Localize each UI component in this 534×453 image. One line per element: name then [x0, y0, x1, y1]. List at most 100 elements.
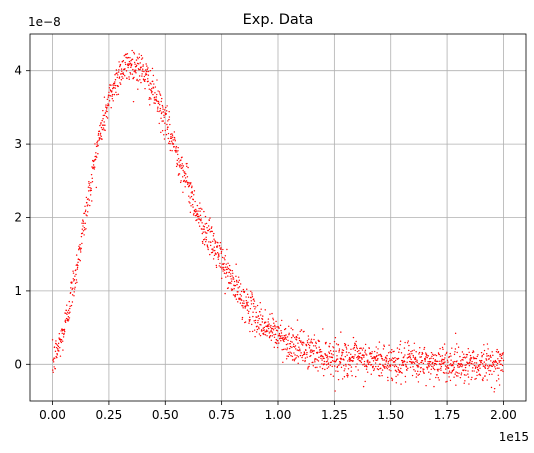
data-point [136, 62, 139, 65]
data-point [103, 114, 106, 117]
data-point [287, 339, 289, 342]
data-point [321, 363, 323, 365]
data-point [384, 363, 386, 365]
data-point [157, 106, 159, 108]
data-point [427, 364, 430, 367]
data-point [446, 380, 448, 383]
data-point [424, 358, 427, 360]
data-point [64, 321, 67, 324]
data-point [141, 57, 144, 59]
data-point [377, 368, 380, 371]
data-point [174, 138, 176, 140]
data-point [303, 330, 305, 333]
data-point [429, 364, 431, 366]
data-point [135, 59, 138, 61]
data-point [272, 327, 274, 330]
data-point [318, 346, 320, 348]
data-point [279, 335, 282, 338]
data-point [500, 354, 503, 357]
data-point [430, 351, 433, 354]
data-point [364, 365, 366, 368]
data-point [134, 71, 137, 73]
data-point [202, 228, 204, 230]
data-point [295, 357, 297, 359]
data-point [227, 287, 229, 289]
data-point [121, 76, 123, 78]
data-point [449, 363, 452, 365]
data-point [191, 185, 193, 187]
data-point [212, 258, 215, 260]
data-point [170, 137, 173, 139]
data-point [443, 372, 446, 374]
data-point [461, 363, 463, 366]
data-point [468, 364, 471, 367]
data-point [262, 332, 265, 335]
data-point [113, 84, 115, 86]
data-point [476, 371, 478, 373]
data-point [321, 359, 323, 361]
data-point [162, 108, 164, 110]
data-point [297, 356, 300, 358]
data-point [346, 374, 348, 377]
data-point [341, 349, 344, 351]
data-point [340, 366, 343, 369]
data-point [331, 365, 333, 368]
data-point [472, 363, 474, 365]
data-point [124, 61, 126, 64]
data-point [406, 342, 409, 344]
data-point [389, 364, 392, 366]
data-point [479, 364, 481, 366]
data-point [121, 60, 124, 63]
data-point [73, 279, 76, 281]
data-point [54, 357, 56, 359]
data-point [483, 344, 485, 346]
data-point [108, 104, 110, 106]
data-point [273, 336, 276, 338]
data-point [158, 122, 160, 125]
data-point [211, 251, 214, 254]
data-point [168, 110, 170, 113]
data-point [289, 342, 291, 345]
data-point [457, 375, 459, 377]
data-point [454, 373, 456, 375]
data-point [355, 366, 357, 368]
data-point [323, 360, 326, 363]
data-point [390, 377, 393, 379]
data-point [460, 372, 463, 374]
data-point [446, 359, 449, 361]
data-point [459, 376, 462, 379]
data-point [462, 359, 464, 361]
data-point [471, 370, 474, 372]
data-point [319, 366, 321, 368]
data-point [475, 377, 477, 380]
data-point [112, 100, 114, 102]
data-point [415, 358, 417, 360]
data-point [248, 320, 251, 322]
data-point [308, 344, 311, 347]
data-point [412, 356, 415, 358]
data-point [264, 331, 266, 333]
data-point [166, 123, 168, 126]
data-point [111, 90, 113, 92]
data-point [175, 145, 178, 148]
data-point [307, 366, 309, 368]
data-point [60, 330, 62, 332]
data-point [129, 73, 132, 75]
data-point [355, 346, 358, 348]
data-point [193, 209, 196, 211]
data-point [383, 359, 386, 361]
data-point [435, 363, 437, 366]
data-point [151, 90, 153, 93]
data-point [184, 177, 187, 179]
data-point [249, 330, 251, 333]
data-point [447, 361, 449, 363]
data-point [113, 93, 116, 96]
data-point [296, 349, 298, 351]
data-point [372, 357, 374, 359]
data-point [248, 322, 250, 324]
data-point [348, 358, 351, 360]
data-point [494, 359, 497, 362]
data-point [355, 375, 357, 378]
data-point [428, 371, 430, 373]
